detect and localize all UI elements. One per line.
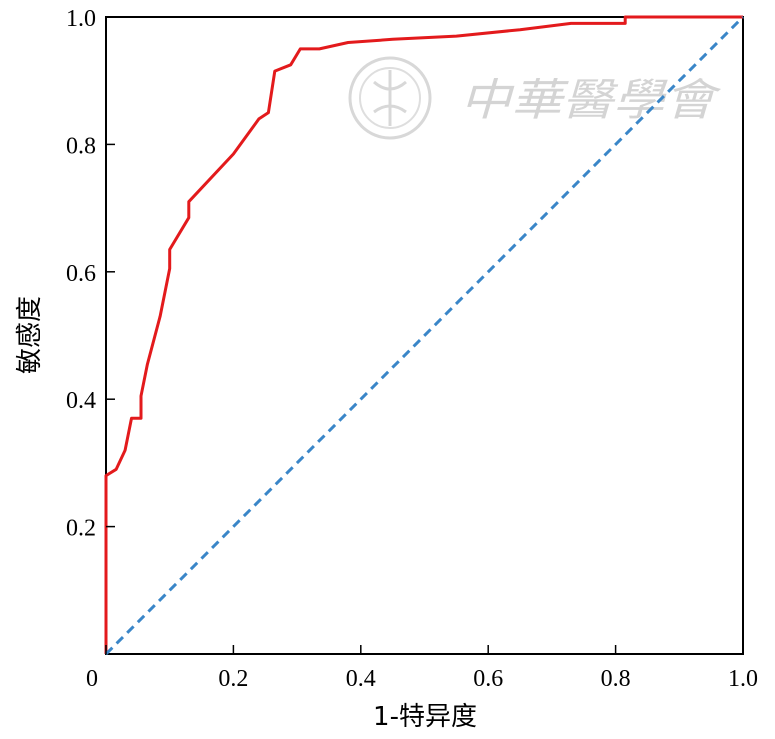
x-tick-label: 0.8 xyxy=(601,666,631,692)
ticks-layer: 0 0.2 0.4 0.6 0.8 1.0 0.2 0.4 0.6 0.8 1.0 xyxy=(66,6,758,692)
y-axis-title: 敏感度 xyxy=(15,296,45,374)
x-tick-label: 0.6 xyxy=(473,666,503,692)
x-tick-label: 0.2 xyxy=(218,666,248,692)
watermark-seal xyxy=(348,56,432,140)
roc-curve-line xyxy=(104,15,743,654)
y-tick-label: 0.2 xyxy=(66,516,96,542)
x-tick-label: 0 xyxy=(86,666,98,692)
y-tick-label: 0.8 xyxy=(66,133,96,159)
watermark-text: 中華醫學會 xyxy=(460,75,722,126)
reference-diagonal-line xyxy=(104,15,745,656)
series-layer xyxy=(104,15,745,656)
y-tick-label: 0.6 xyxy=(66,261,96,287)
watermark: 中華醫學會 xyxy=(348,56,722,140)
x-tick-label: 1.0 xyxy=(728,666,758,692)
plot-frame xyxy=(105,16,744,655)
x-axis-title: 1-特异度 xyxy=(373,702,477,732)
y-tick-label: 0.4 xyxy=(66,388,96,414)
x-tick-label: 0.4 xyxy=(346,666,376,692)
y-tick-label: 1.0 xyxy=(66,6,96,32)
